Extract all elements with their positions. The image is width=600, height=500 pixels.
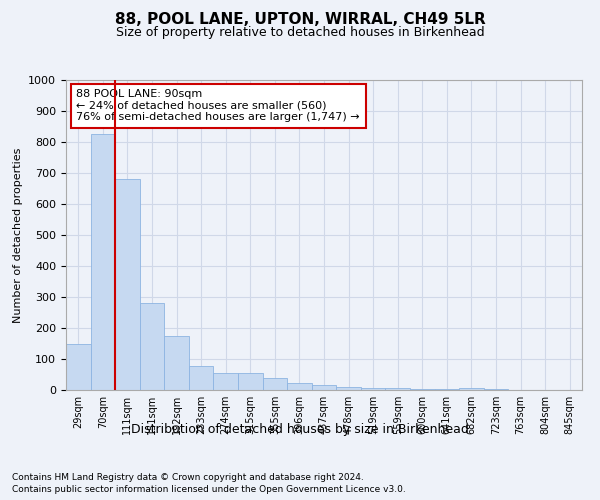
Bar [140,303,164,390]
Text: Distribution of detached houses by size in Birkenhead: Distribution of detached houses by size … [131,422,469,436]
Bar [287,383,312,390]
Bar [115,179,140,390]
Bar [410,389,434,390]
Text: 88, POOL LANE, UPTON, WIRRAL, CH49 5LR: 88, POOL LANE, UPTON, WIRRAL, CH49 5LR [115,12,485,28]
Bar [312,386,336,390]
Bar [238,373,263,390]
Bar [263,378,287,390]
Bar [214,373,238,390]
Bar [336,387,361,390]
Bar [91,134,115,390]
Bar [361,388,385,390]
Text: 88 POOL LANE: 90sqm
← 24% of detached houses are smaller (560)
76% of semi-detac: 88 POOL LANE: 90sqm ← 24% of detached ho… [76,90,360,122]
Text: Contains public sector information licensed under the Open Government Licence v3: Contains public sector information licen… [12,485,406,494]
Bar [66,344,91,390]
Text: Contains HM Land Registry data © Crown copyright and database right 2024.: Contains HM Land Registry data © Crown c… [12,472,364,482]
Bar [385,388,410,390]
Y-axis label: Number of detached properties: Number of detached properties [13,148,23,322]
Bar [459,388,484,390]
Bar [164,336,189,390]
Text: Size of property relative to detached houses in Birkenhead: Size of property relative to detached ho… [116,26,484,39]
Bar [189,366,214,390]
